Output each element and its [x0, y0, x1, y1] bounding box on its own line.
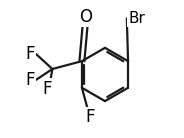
Text: O: O [79, 8, 92, 26]
Text: F: F [43, 80, 52, 98]
Text: F: F [85, 108, 95, 127]
Text: Br: Br [128, 11, 145, 26]
Text: F: F [25, 71, 35, 89]
Text: F: F [25, 45, 35, 63]
